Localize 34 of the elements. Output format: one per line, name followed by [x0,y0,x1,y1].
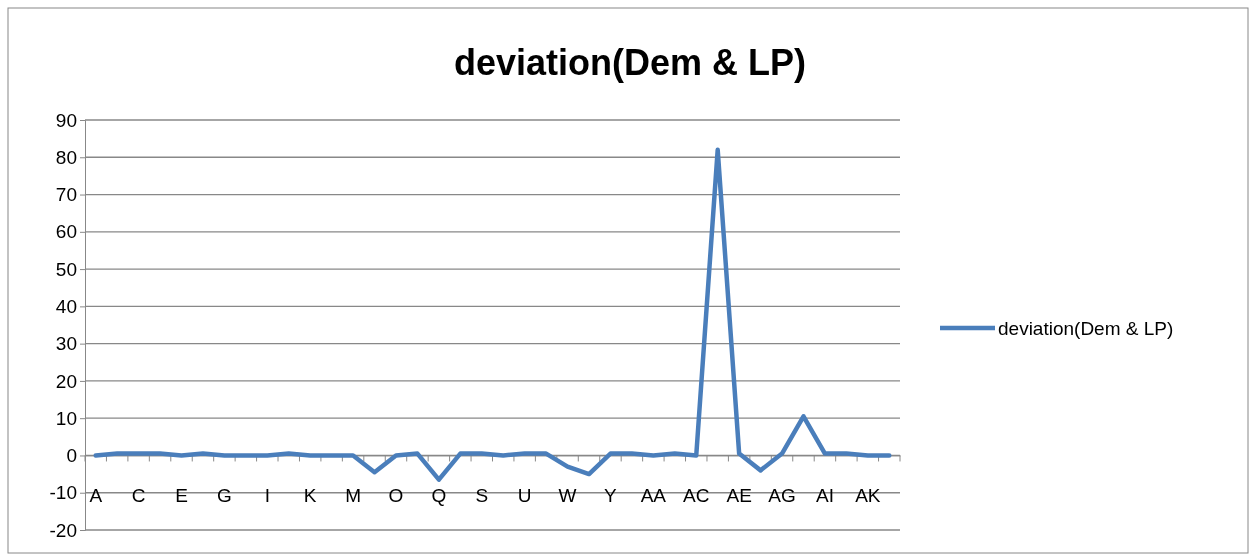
y-tick-label: 80 [55,146,77,168]
y-tick-label: 10 [55,407,77,429]
x-tick-label: AG [768,484,796,506]
x-tick-label: AI [815,484,834,506]
y-tick-label: 90 [55,109,77,131]
y-tick-label: -10 [49,482,77,504]
x-tick-label: AC [683,484,710,506]
x-tick-label: Q [431,484,447,506]
chart-title: deviation(Dem & LP) [453,42,807,83]
line-series [93,147,892,482]
x-tick-label: K [303,484,317,506]
x-tick-label: W [558,484,577,506]
x-tick-label: E [175,484,188,506]
x-tick-label: AA [640,484,667,506]
x-tick-label: Y [604,484,618,506]
y-tick-label: 60 [55,221,77,243]
x-tick-label: G [217,484,232,506]
x-tick-label: U [517,484,532,506]
x-tick-label: I [264,484,270,506]
x-tick-label: M [345,484,362,506]
y-tick-label: 70 [55,184,77,206]
x-tick-label: S [475,484,489,506]
x-tick-label: C [131,484,146,506]
y-tick-label: 30 [55,333,77,355]
legend-label: deviation(Dem & LP) [998,318,1174,339]
x-tick-label: O [388,484,404,506]
y-tick-label: 20 [55,370,77,392]
y-tick-label: 0 [66,445,77,467]
y-tick-label: 50 [55,258,77,280]
y-tick-label: -20 [49,519,77,541]
x-tick-label: A [89,484,103,506]
x-tick-label: AE [726,484,752,506]
x-tick-label: AK [855,484,881,506]
y-tick-label: 40 [55,295,77,317]
